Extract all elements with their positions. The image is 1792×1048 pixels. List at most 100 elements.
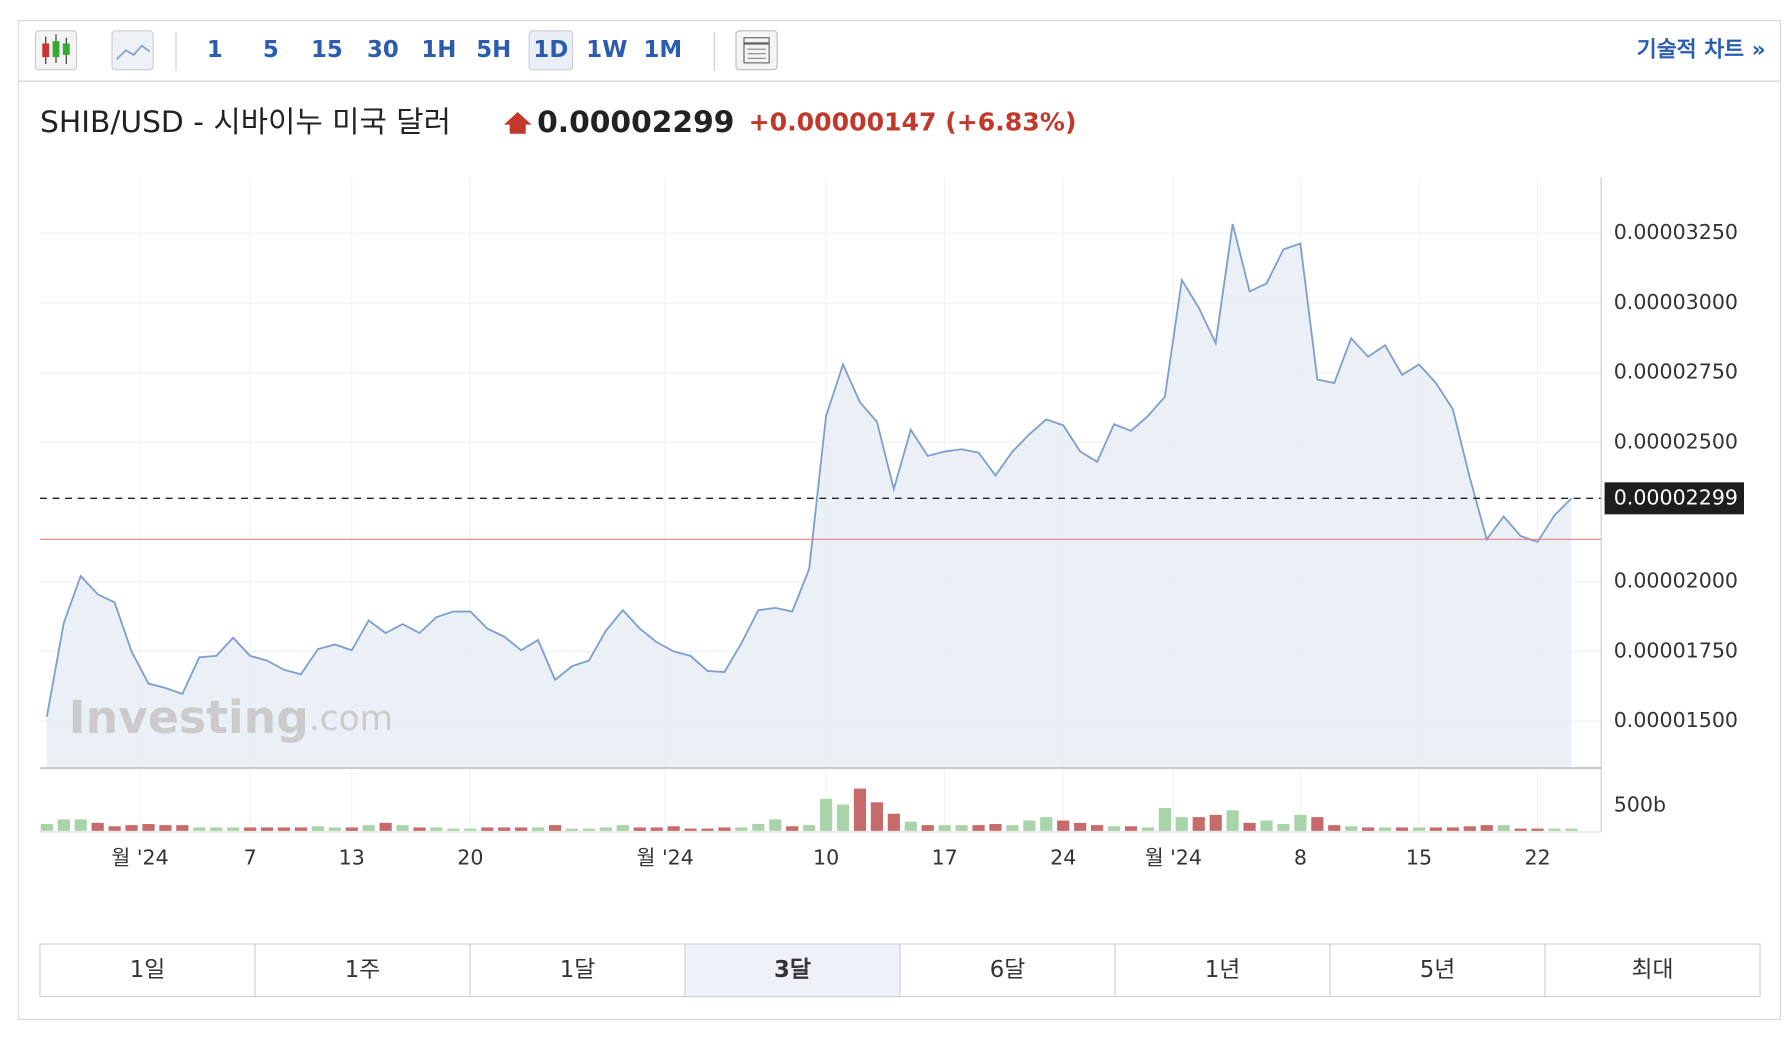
change: +0.00000147 bbox=[749, 107, 937, 136]
interval-label: 1 bbox=[207, 37, 223, 63]
range-label: 6달 bbox=[990, 957, 1026, 983]
volume-bar bbox=[379, 822, 392, 831]
interval-label: 1D bbox=[533, 37, 568, 63]
volume-bar bbox=[430, 827, 443, 831]
x-tick-label: 10 bbox=[813, 845, 839, 869]
volume-bar bbox=[108, 826, 121, 831]
volume-bar bbox=[464, 828, 477, 831]
volume-bar bbox=[311, 826, 324, 831]
price-area bbox=[46, 224, 1572, 767]
volume-bar bbox=[345, 827, 358, 831]
volume-bar bbox=[260, 827, 274, 831]
volume-bar bbox=[955, 825, 968, 831]
volume-bar bbox=[532, 827, 545, 831]
range-button[interactable]: 최대 bbox=[1544, 943, 1761, 998]
interval-button[interactable]: 30 bbox=[367, 37, 399, 63]
volume-bar bbox=[1565, 828, 1578, 831]
volume-bar bbox=[142, 824, 155, 831]
y-tick-label: 0.00002000 bbox=[1614, 569, 1738, 593]
volume-bar bbox=[1378, 827, 1392, 831]
range-button[interactable]: 6달 bbox=[899, 943, 1116, 998]
volume-bar bbox=[1412, 827, 1426, 831]
volume-bar bbox=[413, 827, 426, 831]
range-bg bbox=[469, 943, 686, 998]
volume-bar bbox=[1548, 828, 1561, 831]
x-tick-label: 17 bbox=[932, 845, 958, 869]
volume-bar bbox=[396, 825, 409, 831]
volume-bar bbox=[498, 827, 511, 831]
y-tick-label: 0.00002750 bbox=[1614, 360, 1738, 384]
volume-bar bbox=[1395, 827, 1409, 831]
volume-bar bbox=[1294, 814, 1307, 831]
volume-bar bbox=[1345, 826, 1358, 831]
interval-button[interactable]: 1M bbox=[644, 37, 683, 63]
range-button[interactable]: 1일 bbox=[39, 943, 256, 998]
range-label: 1년 bbox=[1205, 957, 1241, 983]
volume-bar bbox=[362, 825, 375, 831]
volume-bar bbox=[599, 827, 612, 831]
interval-button[interactable]: 1D bbox=[528, 30, 574, 71]
volume-bar bbox=[904, 821, 917, 831]
volume-bar bbox=[752, 824, 765, 831]
volume-bar bbox=[718, 827, 731, 831]
x-tick-label: 월 '24 bbox=[1145, 845, 1202, 869]
y-tick-label: 0.00003000 bbox=[1614, 290, 1738, 314]
interval-button[interactable]: 5H bbox=[476, 37, 511, 63]
layout-icon[interactable] bbox=[735, 30, 778, 71]
range-button[interactable]: 1년 bbox=[1114, 943, 1331, 998]
range-label: 최대 bbox=[1631, 957, 1673, 983]
volume-bar bbox=[565, 828, 579, 831]
volume-bar bbox=[989, 824, 1002, 831]
interval-label: 30 bbox=[367, 37, 399, 63]
range-label: 1달 bbox=[560, 957, 596, 983]
volume-bar bbox=[1277, 824, 1290, 831]
volume-bar bbox=[1328, 825, 1341, 831]
volume-bar bbox=[769, 819, 782, 831]
interval-button[interactable]: 1 bbox=[207, 37, 223, 63]
range-button[interactable]: 5년 bbox=[1329, 943, 1546, 998]
interval-label: 1W bbox=[586, 37, 627, 63]
range-button[interactable]: 1주 bbox=[254, 943, 471, 998]
range-button[interactable]: 3달 bbox=[684, 943, 901, 998]
x-tick-label: 20 bbox=[457, 845, 483, 869]
x-tick-label: 7 bbox=[244, 845, 257, 869]
y-tick-label: 0.00001500 bbox=[1614, 708, 1738, 732]
volume-bar bbox=[210, 827, 223, 831]
technical-chart-link[interactable]: 기술적 차트 » bbox=[1637, 37, 1766, 62]
interval-label: 1M bbox=[644, 37, 683, 63]
volume-bar bbox=[328, 827, 341, 831]
x-tick-label: 8 bbox=[1294, 845, 1307, 869]
volume-bar bbox=[1192, 817, 1205, 831]
interval-label: 15 bbox=[311, 37, 343, 63]
candle-icon[interactable] bbox=[34, 30, 78, 71]
volume-bar bbox=[1158, 807, 1171, 831]
watermark-brand: Investing bbox=[69, 691, 309, 744]
volume-bar bbox=[277, 827, 291, 831]
volume-bar bbox=[1124, 826, 1138, 831]
volume-bar bbox=[887, 813, 900, 831]
volume-bar bbox=[938, 825, 951, 831]
volume-bar bbox=[1209, 814, 1222, 831]
volume-bar bbox=[1057, 820, 1070, 831]
interval-button[interactable]: 15 bbox=[311, 37, 343, 63]
last-price-box bbox=[1604, 482, 1744, 515]
range-label: 1일 bbox=[130, 957, 166, 983]
interval-button[interactable]: 1H bbox=[421, 37, 456, 63]
volume-tick-label: 500b bbox=[1614, 793, 1666, 817]
volume-bar bbox=[1006, 825, 1019, 831]
watermark-suffix: .com bbox=[309, 699, 393, 739]
interval-button[interactable]: 1W bbox=[586, 37, 627, 63]
price-change: +0.00000147 (+6.83%) bbox=[749, 107, 1077, 136]
volume-bar bbox=[1074, 822, 1087, 831]
range-button[interactable]: 1달 bbox=[469, 943, 686, 998]
area-icon[interactable] bbox=[111, 30, 154, 71]
interval-button[interactable]: 5 bbox=[263, 37, 279, 63]
volume-bar bbox=[633, 827, 646, 831]
volume-bar bbox=[1497, 825, 1510, 831]
range-bg bbox=[1114, 943, 1331, 998]
plot: 0.00001500 0.00001750 0.00002000 0.00002500… bbox=[40, 177, 1738, 869]
volume-bar bbox=[582, 828, 596, 831]
volume-bar bbox=[74, 819, 87, 831]
